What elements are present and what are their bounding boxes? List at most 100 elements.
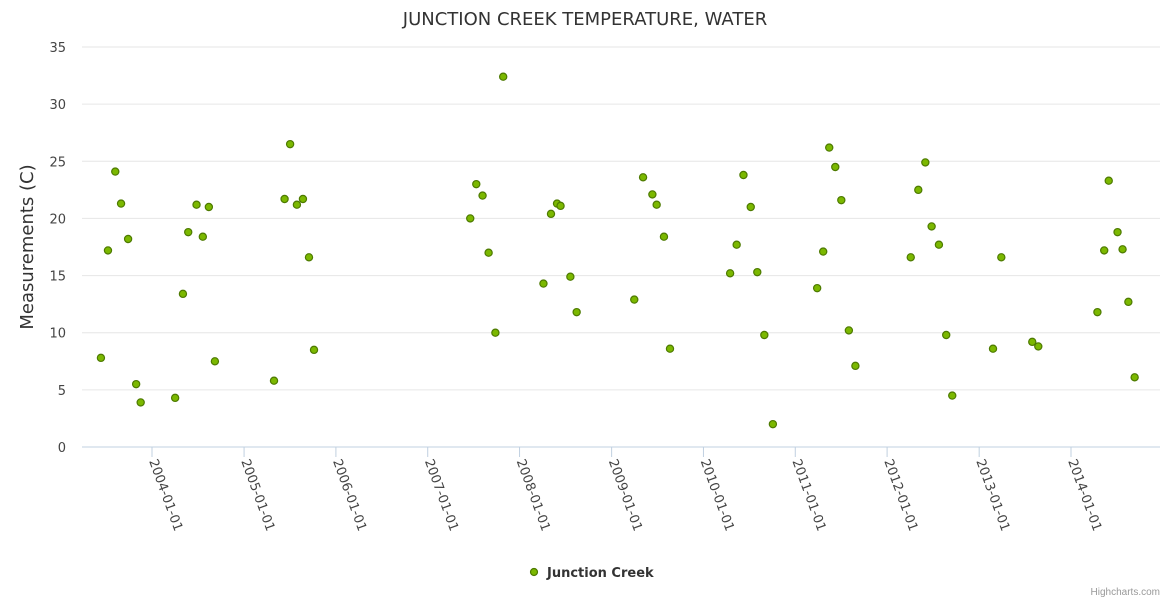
- y-tick-label: 10: [49, 327, 66, 342]
- y-tick-label: 0: [58, 441, 66, 456]
- x-tick-label: 2006-01-01: [329, 457, 369, 533]
- y-tick-label: 15: [49, 270, 66, 285]
- data-point[interactable]: [948, 391, 957, 400]
- x-tick-label: 2005-01-01: [237, 457, 277, 533]
- data-point[interactable]: [638, 173, 648, 182]
- data-point[interactable]: [851, 361, 860, 371]
- y-tick-label: 5: [58, 384, 66, 399]
- y-tick-label: 30: [49, 98, 66, 113]
- data-point[interactable]: [1104, 176, 1113, 185]
- data-point[interactable]: [652, 200, 661, 209]
- data-point[interactable]: [116, 199, 126, 208]
- data-point[interactable]: [725, 269, 735, 278]
- data-point[interactable]: [760, 330, 769, 340]
- data-point[interactable]: [136, 398, 145, 407]
- data-point[interactable]: [914, 185, 923, 195]
- data-point[interactable]: [539, 279, 548, 288]
- data-point[interactable]: [1093, 307, 1102, 317]
- data-point[interactable]: [934, 240, 944, 249]
- data-point[interactable]: [484, 248, 493, 257]
- data-point[interactable]: [1028, 337, 1037, 347]
- data-point[interactable]: [739, 170, 748, 180]
- data-point[interactable]: [1130, 373, 1139, 382]
- x-axis-ticks: 2004-01-01 2005-01-01 2006-01-01 2007-01-01…: [145, 447, 1104, 533]
- data-point[interactable]: [472, 179, 481, 189]
- data-point[interactable]: [648, 190, 657, 199]
- data-point[interactable]: [123, 234, 133, 244]
- x-tick-label: 2014-01-01: [1064, 457, 1104, 533]
- data-point[interactable]: [210, 357, 220, 366]
- data-point[interactable]: [659, 232, 669, 241]
- data-point[interactable]: [844, 326, 854, 335]
- data-point[interactable]: [997, 253, 1006, 262]
- data-point[interactable]: [556, 201, 565, 211]
- data-point[interactable]: [292, 200, 302, 209]
- data-point[interactable]: [491, 328, 500, 337]
- data-point[interactable]: [566, 272, 575, 281]
- data-point[interactable]: [184, 227, 193, 237]
- data-point[interactable]: [546, 209, 556, 219]
- legend-marker-icon: [529, 567, 539, 577]
- x-tick-label: 2004-01-01: [145, 457, 185, 533]
- x-tick-label: 2008-01-01: [513, 457, 553, 533]
- data-point[interactable]: [988, 344, 998, 353]
- data-point[interactable]: [96, 353, 106, 363]
- data-point[interactable]: [927, 222, 936, 231]
- data-point[interactable]: [466, 214, 475, 223]
- data-point[interactable]: [269, 376, 279, 385]
- data-point[interactable]: [178, 289, 188, 299]
- data-point[interactable]: [812, 283, 822, 293]
- data-point[interactable]: [831, 162, 840, 172]
- data-points: [96, 72, 1139, 429]
- x-tick-label: 2009-01-01: [605, 457, 645, 533]
- data-point[interactable]: [942, 330, 951, 340]
- data-point[interactable]: [298, 194, 308, 204]
- data-point[interactable]: [1034, 342, 1043, 351]
- data-point[interactable]: [732, 240, 741, 249]
- data-point[interactable]: [753, 267, 762, 277]
- data-point[interactable]: [170, 393, 180, 403]
- x-tick-label: 2007-01-01: [421, 457, 461, 533]
- chart-title: JUNCTION CREEK TEMPERATURE, WATER: [402, 9, 767, 30]
- data-point[interactable]: [192, 200, 201, 209]
- data-point[interactable]: [825, 143, 834, 152]
- data-point[interactable]: [906, 253, 915, 262]
- data-point[interactable]: [818, 247, 828, 256]
- data-point[interactable]: [665, 344, 675, 353]
- x-tick-label: 2010-01-01: [697, 457, 737, 533]
- data-point[interactable]: [1113, 227, 1122, 237]
- grid-lines: [82, 46, 1160, 391]
- data-point[interactable]: [1124, 297, 1133, 307]
- data-point[interactable]: [478, 191, 487, 200]
- data-point[interactable]: [111, 167, 120, 176]
- y-axis-ticks: 0 5 10 15 20 25 30 35: [49, 41, 66, 456]
- data-point[interactable]: [572, 307, 581, 317]
- y-tick-label: 25: [49, 155, 66, 170]
- data-point[interactable]: [837, 195, 846, 205]
- data-point[interactable]: [921, 158, 930, 167]
- data-point[interactable]: [498, 72, 508, 81]
- data-point[interactable]: [309, 345, 319, 355]
- y-tick-label: 20: [49, 212, 66, 227]
- data-point[interactable]: [746, 202, 755, 212]
- x-tick-label: 2011-01-01: [789, 457, 829, 533]
- data-point[interactable]: [204, 202, 214, 212]
- y-tick-label: 35: [49, 41, 66, 56]
- data-point[interactable]: [103, 246, 113, 255]
- data-point[interactable]: [280, 194, 289, 204]
- x-tick-label: 2013-01-01: [972, 457, 1012, 533]
- data-point[interactable]: [131, 379, 141, 389]
- y-axis-label: Measurements (C): [17, 164, 38, 329]
- data-point[interactable]: [1118, 245, 1127, 254]
- data-point[interactable]: [198, 232, 208, 241]
- legend-label[interactable]: Junction Creek: [546, 566, 654, 581]
- data-point[interactable]: [304, 253, 314, 262]
- credits-link[interactable]: Highcharts.com: [1091, 587, 1160, 598]
- data-point[interactable]: [1100, 246, 1109, 255]
- data-point[interactable]: [285, 139, 295, 149]
- data-point[interactable]: [768, 419, 778, 429]
- data-point[interactable]: [630, 295, 639, 304]
- x-tick-label: 2012-01-01: [880, 457, 920, 533]
- legend[interactable]: Junction Creek: [529, 566, 655, 581]
